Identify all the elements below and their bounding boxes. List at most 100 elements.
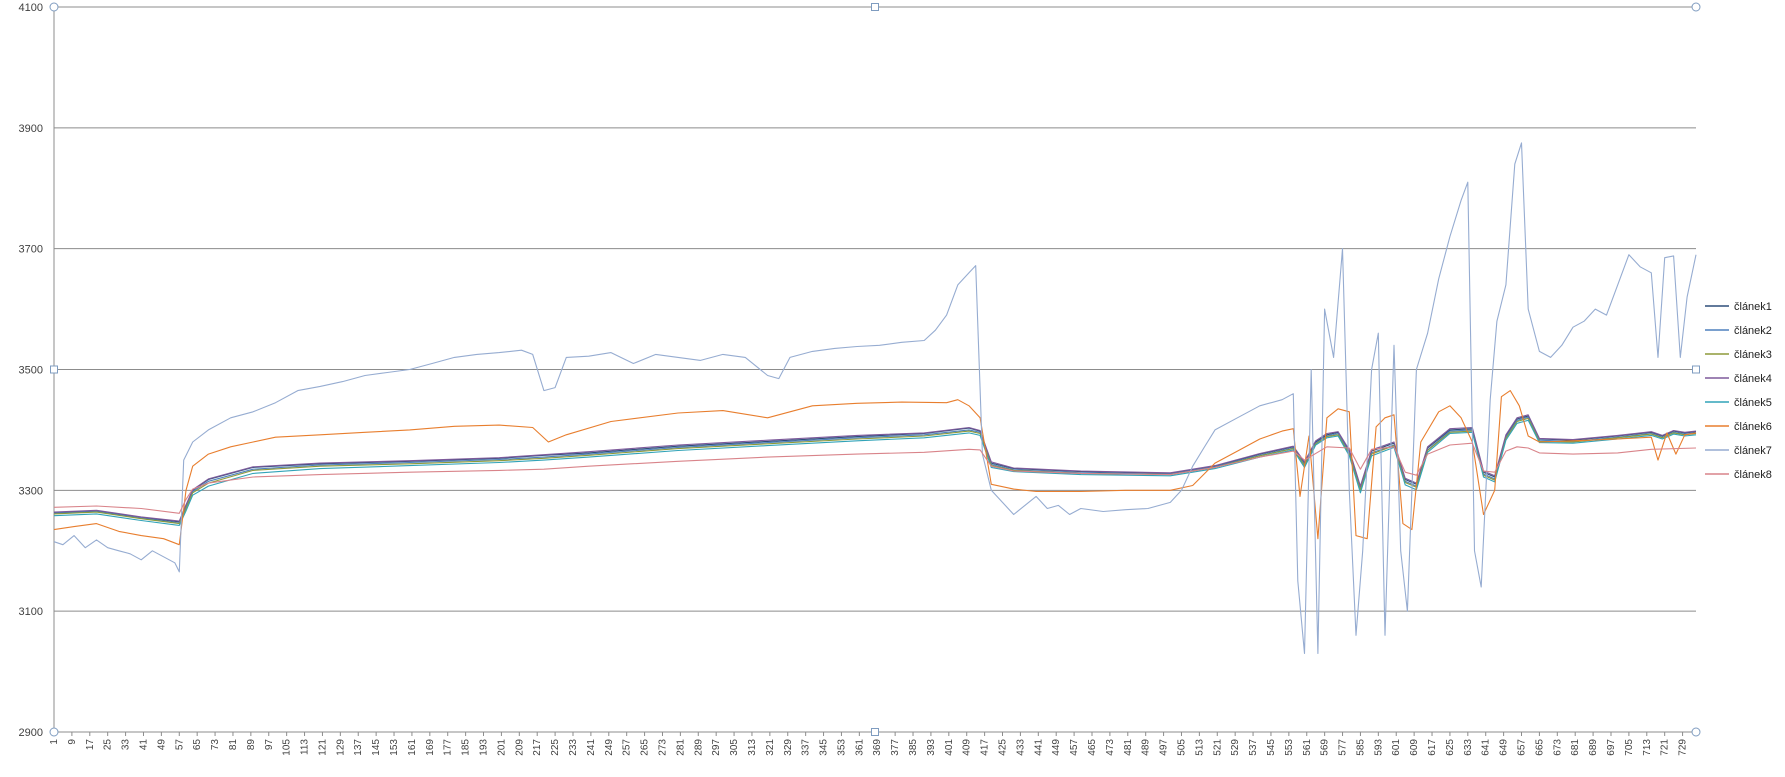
x-tick-label: 561 [1302,739,1313,756]
y-tick-label: 3500 [19,365,43,377]
x-tick-label: 705 [1624,739,1635,756]
y-tick-label: 3700 [19,244,43,256]
x-tick-label: 57 [174,739,185,751]
series-lines [53,142,1697,655]
legend-label: článek8 [1734,469,1772,481]
series-line-5 [53,419,1697,526]
x-tick-label: 649 [1499,739,1510,756]
corner-resize-handle[interactable] [49,727,59,737]
x-tick-label: 385 [908,739,919,756]
x-tick-label: 49 [156,739,167,751]
x-tick-label: 113 [300,739,311,755]
grid-lines [53,6,1696,733]
edge-resize-handle[interactable] [871,728,879,736]
x-tick-label: 505 [1176,739,1187,756]
x-tick-label: 105 [282,739,293,756]
x-tick-label: 489 [1141,739,1152,756]
x-tick-label: 417 [980,739,991,756]
x-tick-label: 97 [264,739,275,751]
x-tick-label: 9 [67,739,78,745]
x-tick-label: 41 [138,739,149,751]
x-tick-label: 473 [1105,739,1116,756]
x-tick-label: 537 [1248,739,1259,756]
x-tick-label: 393 [926,739,937,756]
x-tick-label: 521 [1212,739,1223,756]
corner-resize-handle[interactable] [1691,2,1701,12]
x-tick-label: 689 [1588,739,1599,756]
x-tick-label: 433 [1015,739,1026,756]
x-tick-label: 609 [1409,739,1420,756]
x-tick-label: 217 [532,739,543,756]
x-tick-label: 513 [1194,739,1205,756]
x-tick-label: 441 [1033,739,1044,756]
y-tick-label: 4100 [19,2,43,14]
x-tick-label: 497 [1159,739,1170,756]
edge-resize-handle[interactable] [871,3,879,11]
x-tick-label: 617 [1427,739,1438,756]
x-tick-label: 425 [998,739,1009,756]
legend: článek1 článek2 článek3 článek4 článek5 článe… [1705,301,1772,481]
x-tick-label: 353 [836,739,847,756]
legend-label: článek2 [1734,325,1772,337]
x-tick-label: 329 [783,739,794,756]
x-tick-label: 177 [443,739,454,756]
x-tick-label: 673 [1552,739,1563,756]
x-tick-label: 633 [1463,739,1474,756]
x-tick-label: 1 [49,739,60,745]
x-tick-label: 265 [640,739,651,756]
x-tick-label: 201 [496,739,507,756]
x-tick-label: 401 [944,739,955,756]
x-tick-label: 185 [461,739,472,756]
x-tick-label: 73 [210,739,221,751]
x-tick-label: 481 [1123,739,1134,756]
selection-handles[interactable] [49,2,1701,737]
y-tick-label: 2900 [19,727,43,739]
x-tick-label: 465 [1087,739,1098,756]
x-tick-label: 241 [586,739,597,756]
x-tick-label: 697 [1606,739,1617,756]
x-tick-label: 585 [1355,739,1366,756]
x-tick-label: 161 [407,739,418,756]
edge-resize-handle[interactable] [1692,365,1700,374]
corner-resize-handle[interactable] [1691,727,1701,737]
x-tick-label: 89 [246,739,257,751]
legend-label: článek7 [1734,445,1772,457]
edge-resize-handle[interactable] [50,365,58,374]
x-tick-label: 33 [121,739,132,751]
x-tick-label: 193 [479,739,490,756]
x-tick-label: 313 [747,739,758,756]
x-tick-label: 129 [335,739,346,756]
x-tick-label: 529 [1230,739,1241,756]
y-tick-label: 3100 [19,606,43,618]
x-tick-label: 169 [425,739,436,756]
x-tick-label: 593 [1373,739,1384,756]
x-tick-label: 249 [604,739,615,756]
series-line-6 [53,390,1697,546]
x-tick-label: 681 [1570,739,1581,756]
legend-label: článek1 [1734,301,1772,313]
x-tick-label: 409 [962,739,973,756]
x-tick-label: 457 [1069,739,1080,756]
x-axis-ticks: 1 9 17 25 33 41 49 57 65 73 81 89 97 105 113 121 129 137 1… [49,732,1689,756]
x-tick-label: 65 [192,739,203,751]
x-tick-label: 361 [854,739,865,756]
x-tick-label: 625 [1445,739,1456,756]
legend-label: článek4 [1734,373,1772,385]
x-tick-label: 713 [1642,739,1653,756]
corner-resize-handle[interactable] [49,2,59,12]
x-tick-label: 721 [1660,739,1671,756]
x-tick-label: 121 [317,739,328,756]
x-tick-label: 337 [801,739,812,756]
x-tick-label: 17 [85,739,96,751]
x-tick-label: 657 [1517,739,1528,756]
x-tick-label: 553 [1284,739,1295,756]
y-tick-label: 3900 [19,123,43,135]
legend-label: článek3 [1734,349,1772,361]
x-tick-label: 569 [1320,739,1331,756]
x-tick-label: 145 [371,739,382,756]
x-tick-label: 345 [819,739,830,756]
y-axis-ticks: 2900 3100 3300 3500 3700 3900 4100 [19,2,43,739]
legend-label: článek6 [1734,421,1772,433]
